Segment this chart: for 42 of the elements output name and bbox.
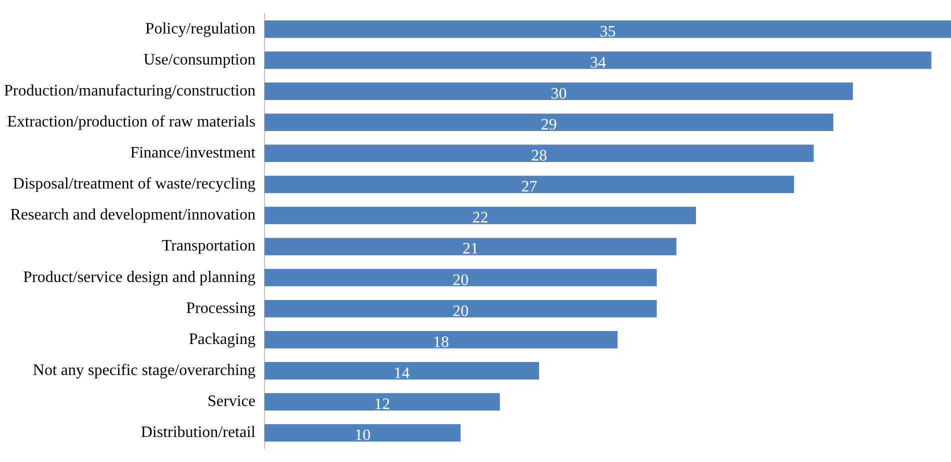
y-tick-label: Research and development/innovation — [10, 206, 256, 224]
y-tick-label: Policy/regulation — [145, 20, 256, 38]
bar — [264, 51, 932, 69]
y-tick-label: Finance/investment — [130, 144, 256, 162]
data-label: 18 — [433, 334, 450, 351]
data-label: 29 — [540, 116, 557, 134]
data-label: 21 — [462, 240, 478, 258]
bar — [264, 82, 853, 100]
data-label: 27 — [521, 178, 538, 196]
bar — [264, 300, 657, 318]
y-tick-label: Use/consumption — [144, 51, 256, 68]
y-tick-label: Transportation — [162, 238, 256, 255]
bar — [264, 393, 500, 411]
bar — [264, 268, 657, 286]
y-tick-label: Distribution/retail — [140, 424, 256, 442]
data-label: 30 — [550, 85, 567, 102]
data-label: 20 — [452, 302, 469, 320]
y-tick-label: Production/manufacturing/construction — [4, 82, 256, 100]
bar — [264, 114, 834, 131]
bar — [264, 176, 794, 194]
y-tick-label: Processing — [186, 300, 256, 317]
y-tick-label: Not any specific stage/overarching — [32, 362, 256, 379]
bar — [264, 206, 696, 224]
bar — [264, 144, 814, 162]
data-label: 22 — [472, 210, 488, 227]
bar — [264, 20, 951, 38]
data-label: 35 — [600, 23, 616, 40]
data-label: 14 — [394, 364, 410, 382]
data-label: 10 — [354, 427, 371, 444]
y-tick-label: Service — [208, 393, 256, 410]
y-tick-label: Product/service design and planning — [23, 268, 256, 286]
y-tick-label: Extraction/production of raw materials — [7, 114, 256, 131]
data-label: 34 — [590, 54, 606, 72]
y-tick-label: Disposal/treatment of waste/recycling — [12, 176, 256, 193]
data-label: 28 — [531, 148, 548, 165]
data-label: 12 — [374, 396, 390, 414]
bar — [264, 362, 540, 380]
bar — [264, 424, 461, 442]
y-tick-label: Packaging — [188, 330, 256, 348]
data-label: 20 — [452, 272, 469, 289]
bar — [264, 331, 618, 348]
bar — [264, 238, 676, 256]
